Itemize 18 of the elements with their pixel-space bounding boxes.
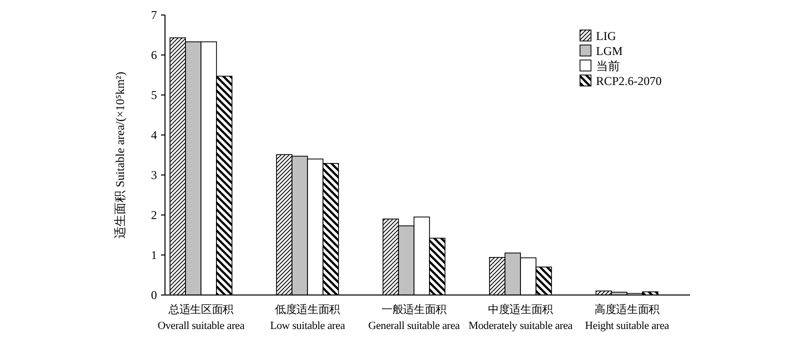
y-axis-title: 适生面积 Suitable area/(×10⁵km²): [113, 72, 127, 238]
y-tick-label: 1: [151, 248, 157, 262]
y-tick-label: 7: [151, 8, 157, 22]
y-tick-label: 5: [151, 88, 157, 102]
x-tick-label: 高度适生面积 Height suitable area: [585, 303, 670, 332]
x-tick-label: 低度适生面积 Low suitable area: [270, 303, 346, 332]
x-tick-label: 总适生区面积 Overall suitable area: [158, 303, 245, 332]
y-tick-label: 0: [151, 288, 157, 302]
legend-label: 当前: [596, 59, 620, 73]
y-tick-label: 4: [151, 128, 157, 142]
x-tick-label: 一般适生面积 Generall suitable area: [368, 303, 460, 332]
x-tick-label: 中度适生面积 Moderately suitable area: [468, 303, 573, 332]
legend-label: RCP2.6-2070: [596, 74, 662, 88]
legend-label: LIG: [596, 29, 616, 43]
legend-label: LGM: [596, 44, 623, 58]
y-tick-label: 6: [151, 48, 157, 62]
y-tick-label: 2: [151, 208, 157, 222]
y-tick-label: 3: [151, 168, 157, 182]
